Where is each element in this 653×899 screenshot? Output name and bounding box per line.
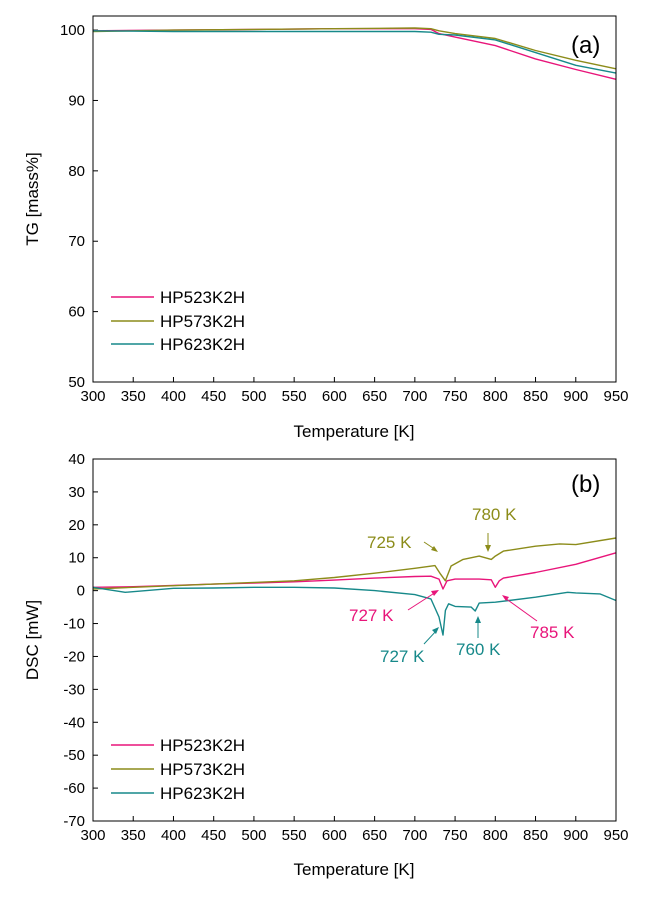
tg-x-tick-label: 700	[402, 388, 427, 405]
tg-y-tick-label: 50	[68, 374, 85, 391]
tg-x-tick-label: 800	[483, 388, 508, 405]
tg-y-tick-label: 100	[60, 22, 85, 39]
dsc-y-tick-label: 20	[68, 517, 85, 534]
dsc-x-tick-label: 750	[443, 827, 468, 844]
tg-x-tick-label: 400	[161, 388, 186, 405]
legend-label-hp623k2h: HP623K2H	[160, 335, 245, 354]
tg-series-group	[92, 27, 617, 80]
tg-plot-frame	[92, 15, 617, 383]
dsc-x-tick-label: 950	[603, 827, 628, 844]
dsc-x-tick-label: 850	[523, 827, 548, 844]
annotation-arrowhead-727k-hp623	[432, 627, 439, 634]
legend-label-hp573k2h: HP573K2H	[160, 312, 245, 331]
dsc-y-tick-label: -30	[63, 681, 85, 698]
tg-x-tick-label: 600	[322, 388, 347, 405]
legend-label-hp573k2h: HP573K2H	[160, 760, 245, 779]
dsc-x-tick-label: 900	[563, 827, 588, 844]
dsc-annotations: 725 K 780 K 727 K 785 K 727 K 760 K	[349, 505, 575, 666]
tg-y-tick-label: 70	[68, 233, 85, 250]
dsc-x-axis-title: Temperature [K]	[294, 860, 415, 879]
tg-panel: 300 350 400 450 500 550 600 650 700 750 800 850 900 9…	[23, 15, 629, 441]
tg-x-tick-label: 850	[523, 388, 548, 405]
dsc-x-tick-label: 350	[121, 827, 146, 844]
tg-legend: HP523K2H HP573K2H HP623K2H	[111, 288, 245, 354]
dsc-x-tick-label: 550	[282, 827, 307, 844]
tg-x-tick-label: 450	[201, 388, 226, 405]
dsc-y-tick-label: -50	[63, 747, 85, 764]
tg-y-tick-label: 60	[68, 304, 85, 321]
annotation-arrowhead-785k	[502, 595, 509, 601]
dsc-series-group	[92, 537, 617, 636]
annotation-label-780k: 780 K	[472, 505, 517, 524]
tg-x-tick-label: 350	[121, 388, 146, 405]
dsc-x-tick-label: 650	[362, 827, 387, 844]
tg-y-axis-title: TG [mass%]	[23, 152, 42, 246]
dsc-y-tick-label: -40	[63, 714, 85, 731]
tg-x-tick-label: 300	[80, 388, 105, 405]
dsc-panel: 300 350 400 450 500 550 600 650 700 750 800 850 900 9…	[23, 451, 629, 879]
dsc-x-tick-label: 700	[402, 827, 427, 844]
annotation-arrowhead-780k	[485, 545, 491, 552]
legend-label-hp623k2h: HP623K2H	[160, 784, 245, 803]
dsc-plot-frame	[92, 458, 617, 822]
dsc-y-tick-label: 10	[68, 550, 85, 567]
annotation-label-760k: 760 K	[456, 640, 501, 659]
tg-x-tick-label: 900	[563, 388, 588, 405]
dsc-y-tick-label: 40	[68, 451, 85, 468]
tg-x-tick-label: 650	[362, 388, 387, 405]
dsc-y-tick-label: -20	[63, 648, 85, 665]
dsc-series-line-hp623k2h	[92, 586, 617, 636]
dsc-series-line-hp573k2h	[92, 537, 617, 590]
dsc-x-tick-label: 450	[201, 827, 226, 844]
annotation-arrow-727k-hp523	[407, 591, 437, 611]
tg-series-line-hp573k2h	[92, 27, 617, 70]
dsc-y-tick-label: 30	[68, 484, 85, 501]
dsc-y-axis-title: DSC [mW]	[23, 600, 42, 680]
tg-axis-ticks: 300 350 400 450 500 550 600 650 700 750 800 850 900 9…	[60, 22, 629, 405]
annotation-arrowhead-727k-hp523	[431, 590, 439, 596]
annotation-arrow-785k	[504, 597, 538, 622]
tg-y-tick-label: 90	[68, 92, 85, 109]
dsc-x-tick-label: 600	[322, 827, 347, 844]
legend-label-hp523k2h: HP523K2H	[160, 736, 245, 755]
dsc-x-tick-label: 400	[161, 827, 186, 844]
annotation-label-785k: 785 K	[530, 623, 575, 642]
dsc-y-tick-label: -70	[63, 813, 85, 830]
annotation-label-727k-hp623: 727 K	[380, 647, 425, 666]
dsc-x-tick-label: 800	[483, 827, 508, 844]
tg-x-tick-label: 750	[443, 388, 468, 405]
dsc-x-tick-label: 300	[80, 827, 105, 844]
tg-x-tick-label: 550	[282, 388, 307, 405]
tg-panel-label: (a)	[571, 32, 600, 59]
tg-x-tick-label: 950	[603, 388, 628, 405]
legend-label-hp523k2h: HP523K2H	[160, 288, 245, 307]
dsc-y-tick-label: 0	[77, 583, 85, 600]
annotation-label-727k-hp523: 727 K	[349, 606, 394, 625]
annotation-arrowhead-760k	[475, 616, 481, 623]
tg-series-line-hp623k2h	[92, 30, 617, 74]
tg-x-axis-title: Temperature [K]	[294, 422, 415, 441]
dsc-x-tick-label: 500	[241, 827, 266, 844]
dsc-y-tick-label: -60	[63, 780, 85, 797]
annotation-arrowhead-725k	[431, 546, 438, 552]
dsc-y-tick-label: -10	[63, 616, 85, 633]
tg-x-tick-label: 500	[241, 388, 266, 405]
annotation-label-725k: 725 K	[367, 533, 412, 552]
tg-y-tick-label: 80	[68, 163, 85, 180]
dsc-panel-label: (b)	[571, 471, 600, 498]
dsc-legend: HP523K2H HP573K2H HP623K2H	[111, 736, 245, 803]
